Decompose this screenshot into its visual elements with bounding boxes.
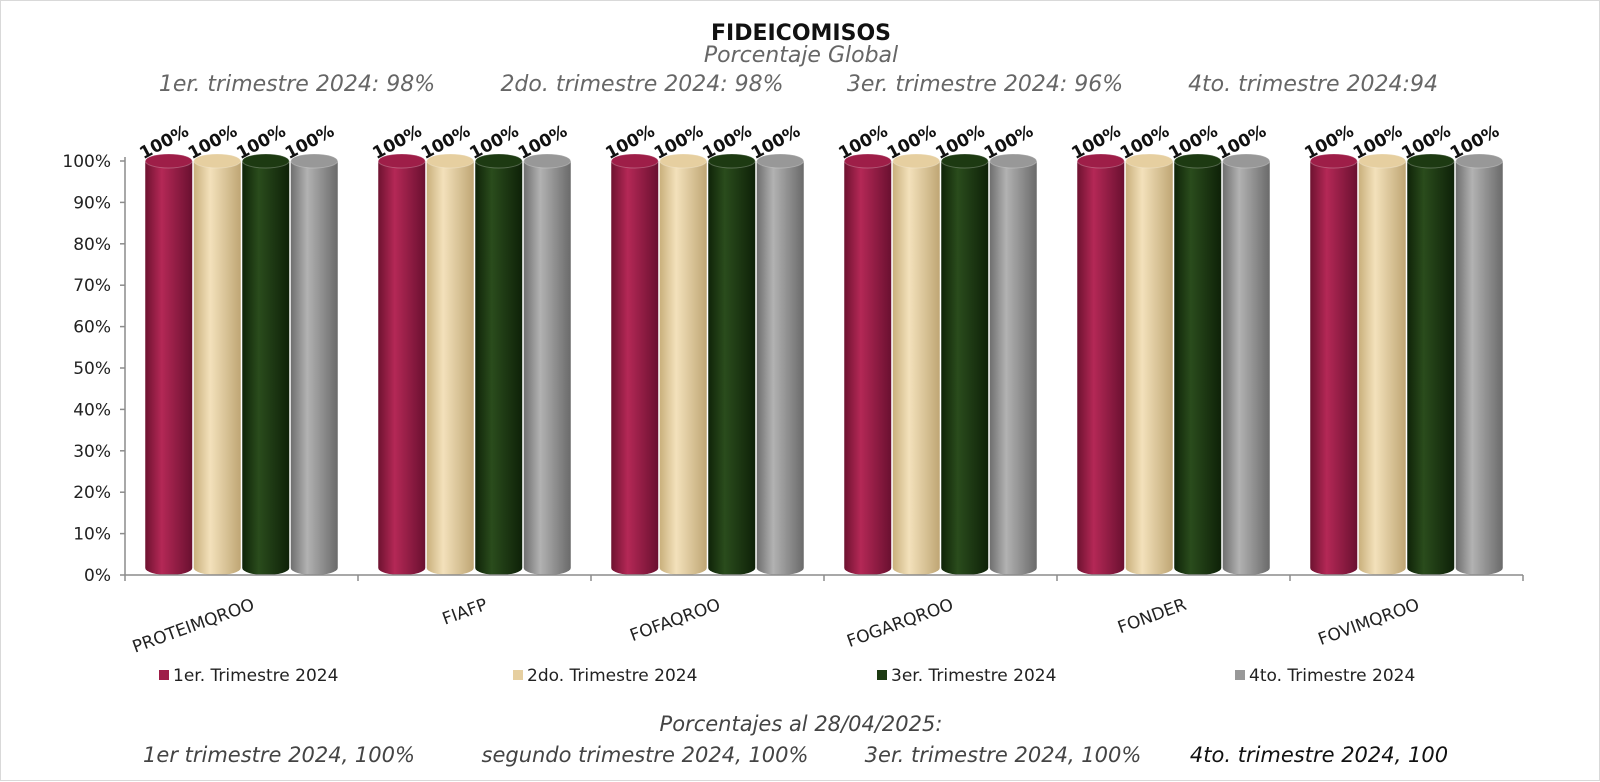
y-tick-label: 60% — [73, 318, 111, 338]
bar — [426, 153, 475, 575]
bar — [1222, 153, 1271, 575]
x-tick-label: FOFAQROO — [627, 595, 723, 646]
x-tick-label: PROTEIMQROO — [130, 595, 257, 658]
bar — [290, 153, 339, 575]
bar — [144, 153, 193, 575]
y-tick-label: 70% — [73, 276, 111, 296]
legend-item: 4to. Trimestre 2024 — [1235, 666, 1415, 686]
x-tick-label: FOGARQROO — [844, 595, 956, 652]
legend-item: 3er. Trimestre 2024 — [877, 666, 1056, 686]
bar — [659, 153, 708, 575]
chart-title: FIDEICOMISOS — [711, 21, 891, 46]
bar — [1076, 153, 1125, 575]
legend-label: 3er. Trimestre 2024 — [891, 666, 1056, 686]
bar — [610, 153, 659, 575]
footer-item-2: segundo trimestre 2024, 100% — [482, 743, 809, 767]
y-tick-label: 20% — [73, 483, 111, 503]
bar — [241, 153, 290, 575]
legend-label: 4to. Trimestre 2024 — [1249, 666, 1415, 686]
y-tick-label: 80% — [73, 235, 111, 255]
legend-item: 1er. Trimestre 2024 — [159, 666, 338, 686]
y-tick-label: 10% — [73, 525, 111, 545]
x-tick-label: FOVIMQROO — [1316, 595, 1423, 650]
bar — [989, 153, 1038, 575]
x-axis: PROTEIMQROO FIAFP FOFAQROO FOGARQROO FONDER F… — [124, 574, 1524, 658]
bar — [377, 153, 426, 575]
chart-subtitle: Porcentaje Global — [704, 43, 898, 68]
legend-swatch — [513, 670, 523, 680]
bar — [1455, 153, 1504, 575]
bar — [707, 153, 756, 575]
quarter-note-3: 3er. trimestre 2024: 96% — [847, 72, 1123, 97]
bar — [1125, 153, 1174, 575]
legend-label: 1er. Trimestre 2024 — [173, 666, 338, 686]
bar — [1358, 153, 1407, 575]
y-tick-label: 30% — [73, 442, 111, 462]
bar — [1406, 153, 1455, 575]
bar — [892, 153, 941, 575]
footer-item-4: 4to. trimestre 2024, 100 — [1190, 743, 1448, 767]
bar — [1309, 153, 1358, 575]
bar — [843, 153, 892, 575]
legend-item: 2do. Trimestre 2024 — [513, 666, 697, 686]
legend-swatch — [159, 670, 169, 680]
y-tick-label: 0% — [84, 566, 111, 586]
y-tick-label: 40% — [73, 400, 111, 420]
y-axis: 0% 10% 20% 30% 40% 50% 60% 70% 80% 90% 100% — [62, 152, 126, 586]
footer-item-1: 1er trimestre 2024, 100% — [143, 743, 415, 767]
legend-swatch — [1235, 670, 1245, 680]
x-tick-label: FONDER — [1115, 595, 1189, 638]
bar — [523, 153, 572, 575]
legend-label: 2do. Trimestre 2024 — [527, 666, 697, 686]
y-tick-label: 50% — [73, 359, 111, 379]
y-tick-label: 90% — [73, 193, 111, 213]
bar — [474, 153, 523, 575]
x-tick-label: FIAFP — [440, 595, 490, 630]
bars-group: 100%100%100%100% 100%100%100%100% 100%100%… — [137, 121, 1504, 575]
y-tick-label: 100% — [62, 152, 111, 172]
bar — [756, 153, 805, 575]
bar — [193, 153, 242, 575]
bar — [940, 153, 989, 575]
footer-line1: Porcentajes al 28/04/2025: — [660, 712, 943, 736]
legend-swatch — [877, 670, 887, 680]
quarter-note-4: 4to. trimestre 2024:94 — [1188, 72, 1438, 97]
quarter-note-2: 2do. trimestre 2024: 98% — [500, 72, 783, 97]
bar — [1173, 153, 1222, 575]
quarter-note-1: 1er. trimestre 2024: 98% — [159, 72, 435, 97]
legend: 1er. Trimestre 2024 2do. Trimestre 2024 3e… — [159, 666, 1415, 686]
footer-item-3: 3er. trimestre 2024, 100% — [865, 743, 1142, 767]
